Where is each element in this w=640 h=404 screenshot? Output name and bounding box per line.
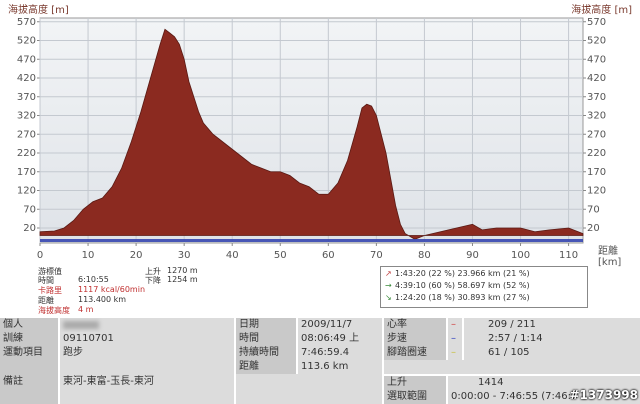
y2-tick-label: 120 [587, 186, 606, 197]
y2-tick-label: 520 [587, 36, 606, 47]
cell-value: 113.6 km [298, 360, 382, 374]
y-tick-label: 470 [17, 54, 36, 65]
y2-tick-label: 420 [587, 73, 606, 84]
y2-tick-label: 220 [587, 148, 606, 159]
cell-label: 距離 [236, 360, 296, 374]
x-axis-title: 距離 [598, 244, 618, 257]
x-tick-label: 20 [130, 250, 143, 261]
y2-tick-label: 20 [587, 223, 600, 234]
x-tick-label: 60 [322, 250, 335, 261]
cell-value [60, 318, 234, 332]
y2-tick-label: 370 [587, 92, 606, 103]
chart: 海拔高度 [m] 海拔高度 [m] 距離 [km] 20 20 70 70 120 120… [8, 3, 632, 268]
y-tick-label: 420 [17, 73, 36, 84]
watermark: #1373998 [569, 388, 638, 402]
cell-value: 2:57 / 1:14 [464, 332, 640, 346]
y-tick-label: 520 [17, 36, 36, 47]
y2-axis-title: 海拔高度 [m] [571, 3, 632, 16]
cursor-title: 游標值 [38, 267, 62, 276]
climb-label: 下降 [145, 276, 161, 285]
cell-label: 訓練 [0, 332, 58, 346]
x-tick-label: 0 [37, 250, 43, 261]
cell-value: 0:00:00 - 7:46:55 (7:46:5 [448, 390, 640, 404]
x-tick-label: 90 [466, 250, 479, 261]
legend-dash: – [448, 318, 462, 332]
y-tick-label: 220 [17, 148, 36, 159]
climb-label: 上升 [145, 267, 161, 276]
x-tick-label: 40 [226, 250, 239, 261]
cell-value [60, 360, 234, 374]
speed-band [40, 239, 583, 242]
zone-box: ↗ 1:43:20 (22 %) 23.966 km (21 %) → 4:39… [380, 266, 588, 308]
cell-label: 日期 [236, 318, 296, 332]
y2-tick-label: 70 [587, 204, 600, 215]
zone-icon: → [385, 281, 392, 290]
cell-value: 61 / 105 [464, 346, 640, 360]
elevation-area [39, 28, 584, 240]
zone-text: 4:39:10 (60 %) 58.697 km (52 %) [395, 281, 530, 290]
y2-tick-label: 320 [587, 111, 606, 122]
cell-label: 備註 [0, 374, 58, 404]
zone-icon: ↘ [385, 293, 392, 302]
cell-value: 東河-東富-玉長-東河 [60, 374, 234, 404]
y2-tick-label: 570 [587, 17, 606, 28]
cell-label: 腳踏圈速 [384, 346, 446, 360]
y-tick-label: 70 [23, 204, 36, 215]
cursor-label: 時間 [38, 276, 54, 285]
cell-label: 持續時間 [236, 346, 296, 360]
zone-icon: ↗ [385, 269, 392, 278]
cell-empty [384, 360, 640, 374]
legend-dash: – [448, 346, 462, 360]
cell-label: 上升 [384, 376, 446, 390]
x-tick-label: 100 [511, 250, 530, 261]
x-tick-label: 70 [370, 250, 383, 261]
cursor-label: 卡路里 [38, 286, 62, 295]
zone-text: 1:43:20 (22 %) 23.966 km (21 %) [395, 269, 530, 278]
x-tick-label: 10 [82, 250, 95, 261]
x-tick-label: 50 [274, 250, 287, 261]
cursor-value: 1117 kcal/60min [78, 285, 146, 294]
cell-value: 09110701 [60, 332, 234, 346]
y-tick-label: 120 [17, 186, 36, 197]
cell-value: 2009/11/7 [298, 318, 382, 332]
y2-tick-label: 170 [587, 167, 606, 178]
cell-empty [236, 374, 382, 404]
y-tick-label: 570 [17, 17, 36, 28]
cursor-value: 113.400 km [78, 295, 127, 304]
y-tick-label: 370 [17, 92, 36, 103]
cell-value: 08:06:49 上 [298, 332, 382, 346]
cursor-label: 距離 [38, 296, 54, 305]
y-axis-title: 海拔高度 [m] [8, 3, 69, 16]
climb-value: 1254 m [167, 275, 198, 284]
zone-text: 1:24:20 (18 %) 30.893 km (27 %) [395, 293, 530, 302]
cell-label: 運動項目 [0, 346, 58, 360]
x-tick-label: 30 [178, 250, 191, 261]
y2-tick-label: 270 [587, 129, 606, 140]
x-tick-label: 110 [559, 250, 578, 261]
cell-label [0, 360, 58, 374]
y2-tick-label: 470 [587, 54, 606, 65]
cell-value: 7:46:59.4 [298, 346, 382, 360]
x-tick-label: 80 [418, 250, 431, 261]
cell-label: 選取範圍 [384, 390, 446, 404]
cursor-value: 6:10:55 [78, 275, 109, 284]
cell-value: 1414 [448, 376, 640, 390]
info-table: 個人 訓練 09110701 運動項目 跑步 備註 東河-東富-玉長-東河 日期… [0, 317, 640, 404]
y-tick-label: 320 [17, 111, 36, 122]
cell-label: 心率 [384, 318, 446, 332]
climb-value: 1270 m [167, 266, 198, 275]
y-tick-label: 270 [17, 129, 36, 140]
cursor-value: 4 m [78, 305, 94, 314]
legend-dash: – [448, 332, 462, 346]
cell-label: 步速 [384, 332, 446, 346]
cell-label: 時間 [236, 332, 296, 346]
cell-label: 個人 [0, 318, 58, 332]
y-tick-label: 170 [17, 167, 36, 178]
cursor-label: 海拔高度 [38, 306, 70, 315]
cell-value: 209 / 211 [464, 318, 640, 332]
cell-value: 跑步 [60, 346, 234, 360]
x-axis-unit: [km] [598, 257, 621, 268]
y-tick-label: 20 [23, 223, 36, 234]
